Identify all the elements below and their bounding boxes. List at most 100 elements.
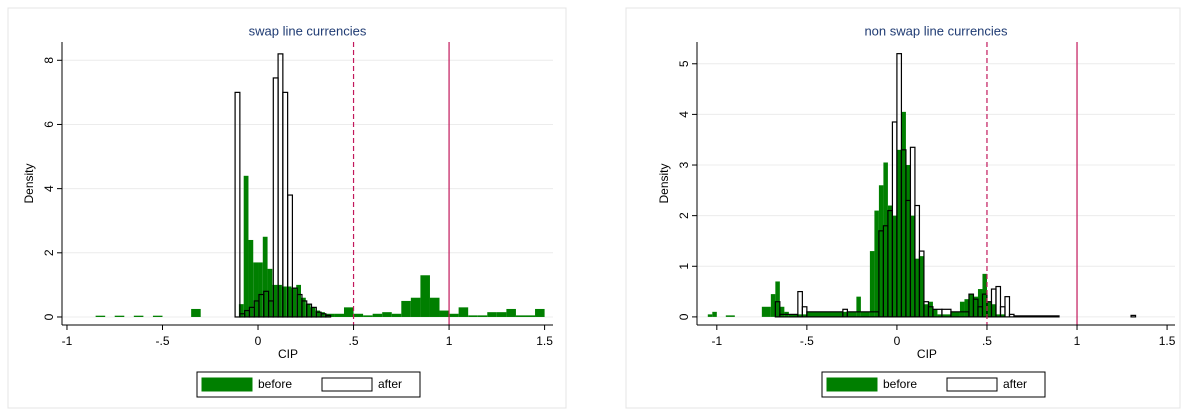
chart-title: non swap line currencies	[864, 23, 1008, 38]
histogram-bar	[267, 268, 273, 317]
histogram-bar	[887, 205, 893, 317]
histogram-bar	[901, 111, 906, 317]
histogram-bar	[1130, 314, 1137, 318]
histogram-bar	[286, 286, 292, 317]
x-axis-title: CIP	[278, 347, 298, 361]
histogram-bar	[774, 301, 781, 318]
y-axis-title: Density	[657, 163, 671, 203]
histogram-bar	[248, 239, 254, 317]
histogram-bar	[914, 258, 920, 317]
histogram-bar	[305, 304, 311, 317]
x-tick-label: 0	[255, 334, 262, 348]
histogram-bar	[253, 262, 259, 317]
histogram-bar	[281, 286, 287, 317]
histogram-bar	[1004, 296, 1011, 318]
histogram-bar	[506, 308, 516, 317]
x-tick-label: .5	[982, 334, 992, 348]
histogram-bar	[243, 175, 249, 317]
legend-label: before	[258, 377, 292, 391]
histogram-bar	[363, 315, 373, 317]
histogram-bar	[95, 315, 106, 317]
histogram-bar	[883, 162, 888, 317]
histogram-bar	[991, 304, 996, 317]
histogram-bar	[779, 306, 785, 317]
histogram-bar	[995, 285, 1002, 318]
histogram-bar	[860, 311, 870, 317]
histogram-bar	[525, 315, 536, 317]
histogram-bar	[923, 304, 929, 317]
histogram-bar	[372, 313, 383, 317]
x-tick-label: -.5	[800, 334, 814, 348]
histogram-bar	[712, 311, 717, 317]
histogram-bar	[262, 236, 268, 317]
legend: before after	[821, 371, 1046, 398]
histogram-bar	[496, 312, 507, 317]
histogram-bar	[468, 315, 478, 317]
histogram-bar	[133, 315, 144, 317]
histogram-bar	[770, 294, 776, 317]
x-tick-label: .5	[349, 334, 359, 348]
histogram-bar	[449, 313, 459, 317]
y-tick-label: 4	[677, 111, 691, 118]
histogram-bar	[439, 310, 450, 317]
histogram-bar	[487, 312, 497, 317]
histogram-bar	[310, 307, 316, 317]
x-tick-label: -.5	[155, 334, 169, 348]
y-tick-label: 0	[42, 313, 56, 320]
histogram-bar	[320, 312, 325, 317]
histogram-bar	[458, 307, 469, 317]
histogram-bar	[234, 91, 241, 318]
histogram-bar	[775, 281, 780, 317]
x-tick-label: 0	[894, 334, 901, 348]
panel-frame	[7, 7, 567, 409]
x-tick-label: 1.5	[536, 334, 553, 348]
histogram-bar	[986, 301, 992, 317]
legend-label: before	[883, 377, 917, 391]
histogram-bar	[973, 296, 978, 317]
y-tick-label: 8	[42, 57, 56, 64]
histogram-bar	[707, 314, 713, 317]
legend-swatch	[201, 377, 253, 392]
legend-label: after	[378, 377, 402, 391]
histogram-bar	[937, 314, 951, 317]
x-tick-label: 1.5	[1159, 334, 1176, 348]
histogram-bar	[892, 215, 897, 317]
histogram-bar	[334, 313, 344, 317]
histogram-bar	[878, 185, 884, 317]
histogram-bar	[258, 262, 263, 317]
legend: before after	[196, 371, 421, 398]
histogram-bar	[856, 296, 861, 317]
histogram-bar	[761, 306, 771, 317]
histogram-bar	[515, 315, 526, 317]
y-axis-title: Density	[22, 163, 36, 203]
histogram-bar	[918, 250, 925, 318]
histogram-bar	[382, 312, 392, 317]
histogram-bar	[429, 297, 440, 317]
histogram-bar	[477, 315, 488, 317]
histogram-bar	[277, 284, 282, 317]
histogram-bar	[950, 311, 960, 317]
histogram-bar	[410, 297, 421, 317]
x-axis-title: CIP	[917, 347, 937, 361]
histogram-bar	[896, 149, 902, 317]
y-tick-label: 4	[42, 185, 56, 192]
histogram-bar	[869, 251, 875, 317]
histogram-bar	[797, 290, 803, 318]
histogram-bar	[725, 315, 735, 317]
histogram-bar	[325, 314, 332, 318]
x-tick-label: -1	[62, 334, 73, 348]
histogram-bar	[420, 275, 430, 317]
histogram-bar	[919, 256, 924, 317]
y-tick-label: 6	[42, 121, 56, 128]
y-tick-label: 2	[42, 249, 56, 256]
histogram-bar	[343, 307, 354, 317]
histogram-bar	[932, 309, 938, 317]
histogram-bar	[806, 311, 843, 317]
histogram-bar	[959, 301, 965, 317]
histogram-bar	[191, 308, 201, 317]
legend-swatch	[826, 377, 878, 392]
histogram-bar	[238, 304, 244, 317]
legend-swatch	[321, 377, 373, 392]
y-tick-label: 0	[677, 313, 691, 320]
